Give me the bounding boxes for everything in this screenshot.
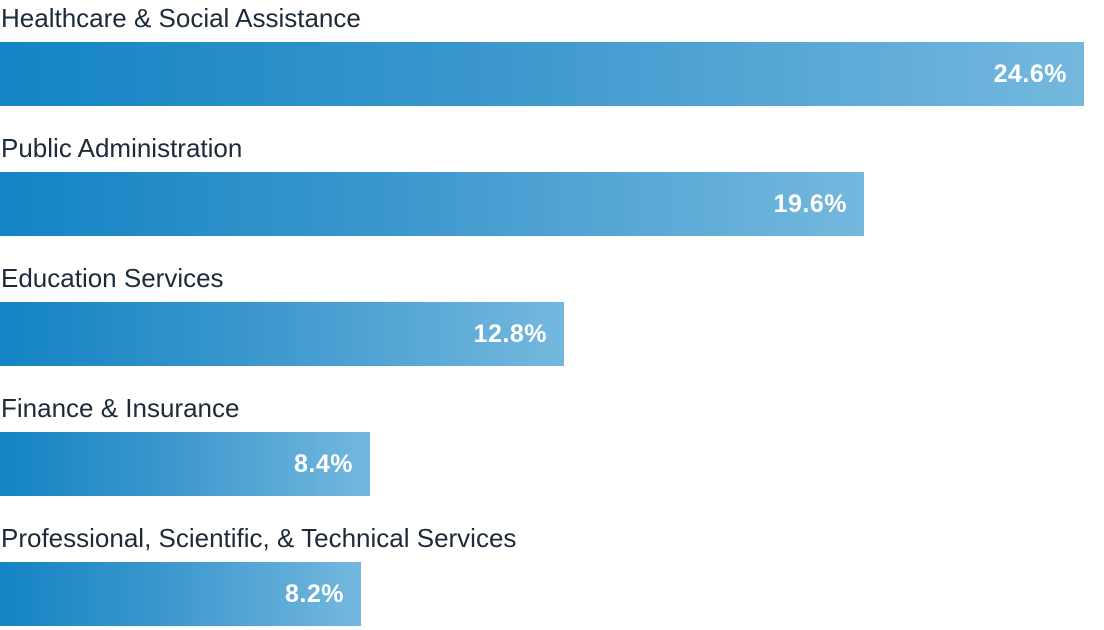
bar: 12.8% (0, 302, 564, 366)
data-label: 8.4% (294, 450, 353, 478)
category-label: Finance & Insurance (1, 393, 240, 423)
bar-row: Education Services 12.8% (0, 260, 1104, 370)
bar-row: Public Administration 19.6% (0, 130, 1104, 240)
bar-row: Finance & Insurance 8.4% (0, 390, 1104, 500)
bar: 8.2% (0, 562, 361, 626)
bar-row: Professional, Scientific, & Technical Se… (0, 520, 1104, 630)
bar: 8.4% (0, 432, 370, 496)
bar: 24.6% (0, 42, 1084, 106)
category-label: Education Services (1, 263, 224, 293)
data-label: 24.6% (993, 60, 1067, 88)
bar: 19.6% (0, 172, 864, 236)
bar-row: Healthcare & Social Assistance 24.6% (0, 0, 1104, 110)
category-label: Public Administration (1, 133, 243, 163)
category-label: Professional, Scientific, & Technical Se… (1, 523, 517, 553)
data-label: 12.8% (473, 320, 547, 348)
data-label: 8.2% (285, 580, 344, 608)
category-label: Healthcare & Social Assistance (1, 3, 361, 33)
data-label: 19.6% (773, 190, 847, 218)
